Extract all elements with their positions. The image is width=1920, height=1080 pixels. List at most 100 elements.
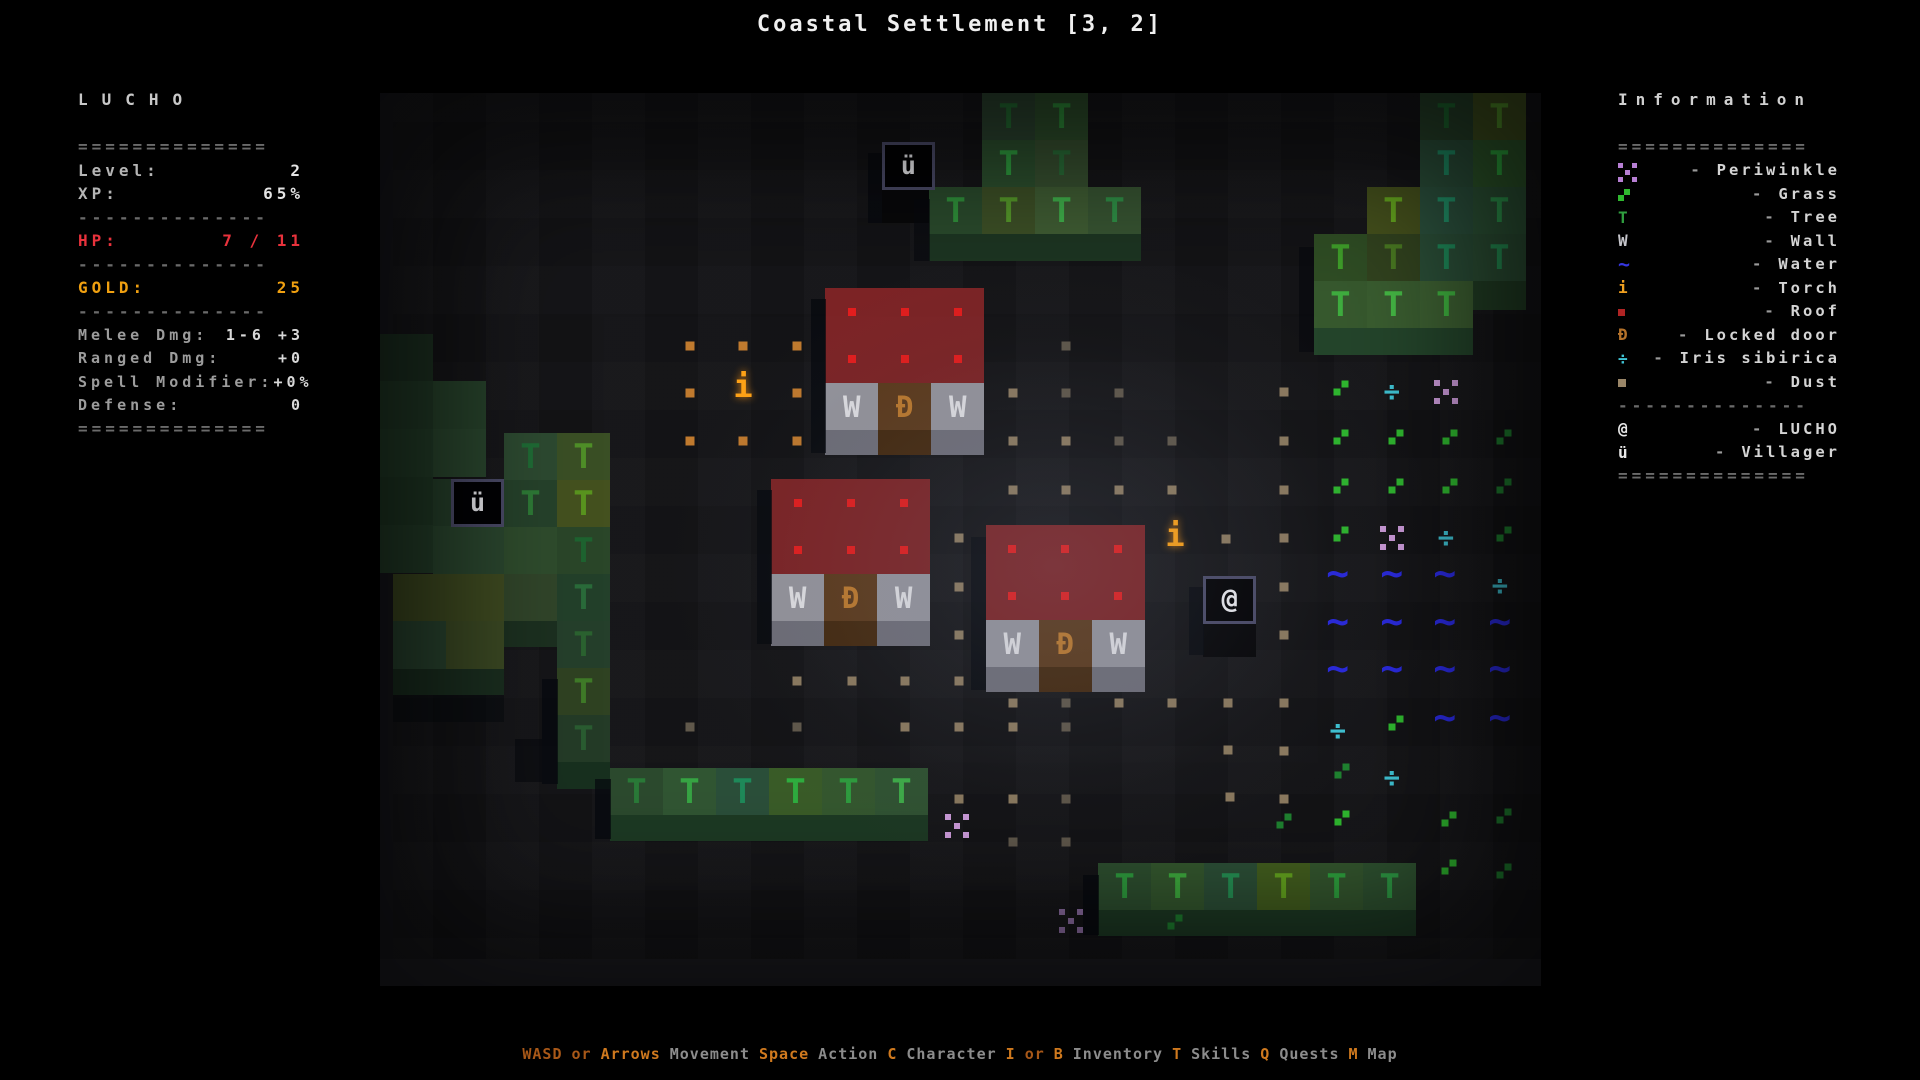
glyph-dust (954, 794, 964, 804)
map-tile-tree: T (1419, 93, 1473, 141)
stat-value: 2 (290, 160, 304, 180)
tree-glyph: T (1436, 285, 1457, 326)
legend-label: Roof (1790, 302, 1840, 321)
wall-glyph: W (1109, 627, 1128, 662)
map-tile-tree: T (769, 767, 823, 816)
glyph-dust (1061, 388, 1071, 398)
iris-icon: ÷ (1618, 348, 1631, 368)
map-tile-tree: T (1419, 234, 1473, 283)
glyph-water: ~ (1380, 599, 1404, 643)
hp-row: HP: 7 / 11 (78, 229, 304, 253)
map-tile-tree: T (504, 432, 558, 481)
glyph-grass (1496, 534, 1504, 542)
help-action-label: Map (1367, 1045, 1398, 1063)
glyph-dust (738, 436, 748, 446)
map-tile-tree: T (1313, 281, 1367, 330)
legend-item-torch: i - Torch (1618, 276, 1840, 300)
tree-glyph: T (573, 672, 594, 713)
map-tile-locked-door: Đ (824, 573, 878, 622)
help-key: WASD (522, 1045, 563, 1063)
wall-glyph: W (1003, 627, 1022, 662)
stat-row: Defense: 0 (78, 394, 304, 418)
gold-label: GOLD: (78, 278, 147, 298)
villager-token[interactable]: ü (451, 478, 505, 527)
map-tile (771, 621, 825, 646)
legend-label: Wall (1790, 231, 1840, 250)
map-tile (393, 573, 505, 622)
map-tile (878, 429, 932, 455)
tree-glyph: T (1489, 97, 1510, 137)
glyph-grass (1388, 486, 1396, 494)
glyph-dust (685, 341, 695, 351)
glyph-roofdot (1061, 592, 1070, 601)
glyph-dust (1279, 630, 1289, 640)
glyph-dust (792, 388, 802, 398)
glyph-water: ~ (1488, 646, 1512, 691)
player-glyph: @ (1221, 584, 1238, 616)
tree-glyph: T (573, 530, 594, 571)
stat-label: Spell Modifier: (78, 372, 274, 391)
glyph-roofdot (899, 545, 908, 554)
glyph-roofdot (953, 354, 962, 363)
map-tile (756, 490, 772, 645)
map-tile-tree: T (557, 573, 611, 622)
map-tile (1189, 587, 1204, 655)
help-action-label: Action (818, 1045, 879, 1063)
map-tile (380, 381, 433, 429)
legend-label: Dust (1790, 372, 1840, 391)
legend-dash: - (1751, 184, 1765, 203)
map-tile (393, 695, 505, 722)
glyph-dust (1008, 436, 1018, 446)
help-key: or (571, 1045, 592, 1063)
stat-value: 0 (290, 396, 304, 415)
stat-value: 1-6 +3 (225, 325, 304, 344)
map-tile-tree: T (1313, 234, 1367, 283)
separator: -------------- (78, 207, 269, 227)
player-token[interactable]: @ (1203, 575, 1257, 624)
map-tile-tree: T (1151, 862, 1205, 911)
tree-glyph: T (1436, 144, 1457, 185)
tree-glyph: T (573, 719, 594, 760)
tree-icon: T (1618, 207, 1631, 227)
glyph-grass (1333, 388, 1341, 396)
tree-glyph: T (573, 483, 594, 524)
help-bar: WASD or Arrows Movement Space Action C Characte… (0, 1045, 1920, 1063)
wall-glyph: W (788, 580, 807, 615)
legend-dash: - (1715, 443, 1728, 462)
tree-glyph: T (1220, 866, 1241, 907)
tree-glyph: T (573, 577, 594, 618)
villager-token[interactable]: ü (881, 141, 935, 190)
glyph-water: ~ (1433, 599, 1457, 643)
stat-value: 65% (263, 184, 304, 204)
glyph-periwinkle (1388, 534, 1395, 541)
glyph-dust (954, 533, 964, 543)
stat-value: +0% (273, 372, 313, 391)
map-title: Coastal Settlement [3, 2] (756, 12, 1164, 37)
map-tile-tree: T (822, 767, 876, 816)
hp-label: HP: (78, 231, 119, 251)
wall-glyph: W (842, 389, 861, 424)
glyph-dust (1223, 745, 1233, 755)
map-tile-tree: T (1419, 140, 1473, 189)
map-tile-tree: T (982, 140, 1036, 189)
glyph-grass (1442, 437, 1450, 445)
player-icon: @ (1618, 419, 1631, 439)
glyph-dust (954, 630, 964, 640)
glyph-dust (1279, 485, 1289, 495)
glyph-water: ~ (1326, 551, 1350, 595)
map-tile (433, 429, 486, 477)
legend-label: Villager (1741, 443, 1840, 462)
separator: -------------- (78, 254, 269, 274)
map-tile (985, 667, 1039, 693)
tree-glyph: T (891, 771, 912, 812)
map-tile (1091, 667, 1145, 693)
glyph-water: ~ (1433, 694, 1457, 739)
glyph-iris: ÷ (1383, 762, 1400, 794)
help-action-label: Quests (1279, 1045, 1340, 1063)
help-key: or (1024, 1045, 1045, 1063)
tree-glyph: T (785, 771, 806, 812)
legend-dash: - (1751, 278, 1765, 297)
map-tile (380, 429, 433, 477)
glyph-iris: ÷ (1383, 376, 1400, 408)
